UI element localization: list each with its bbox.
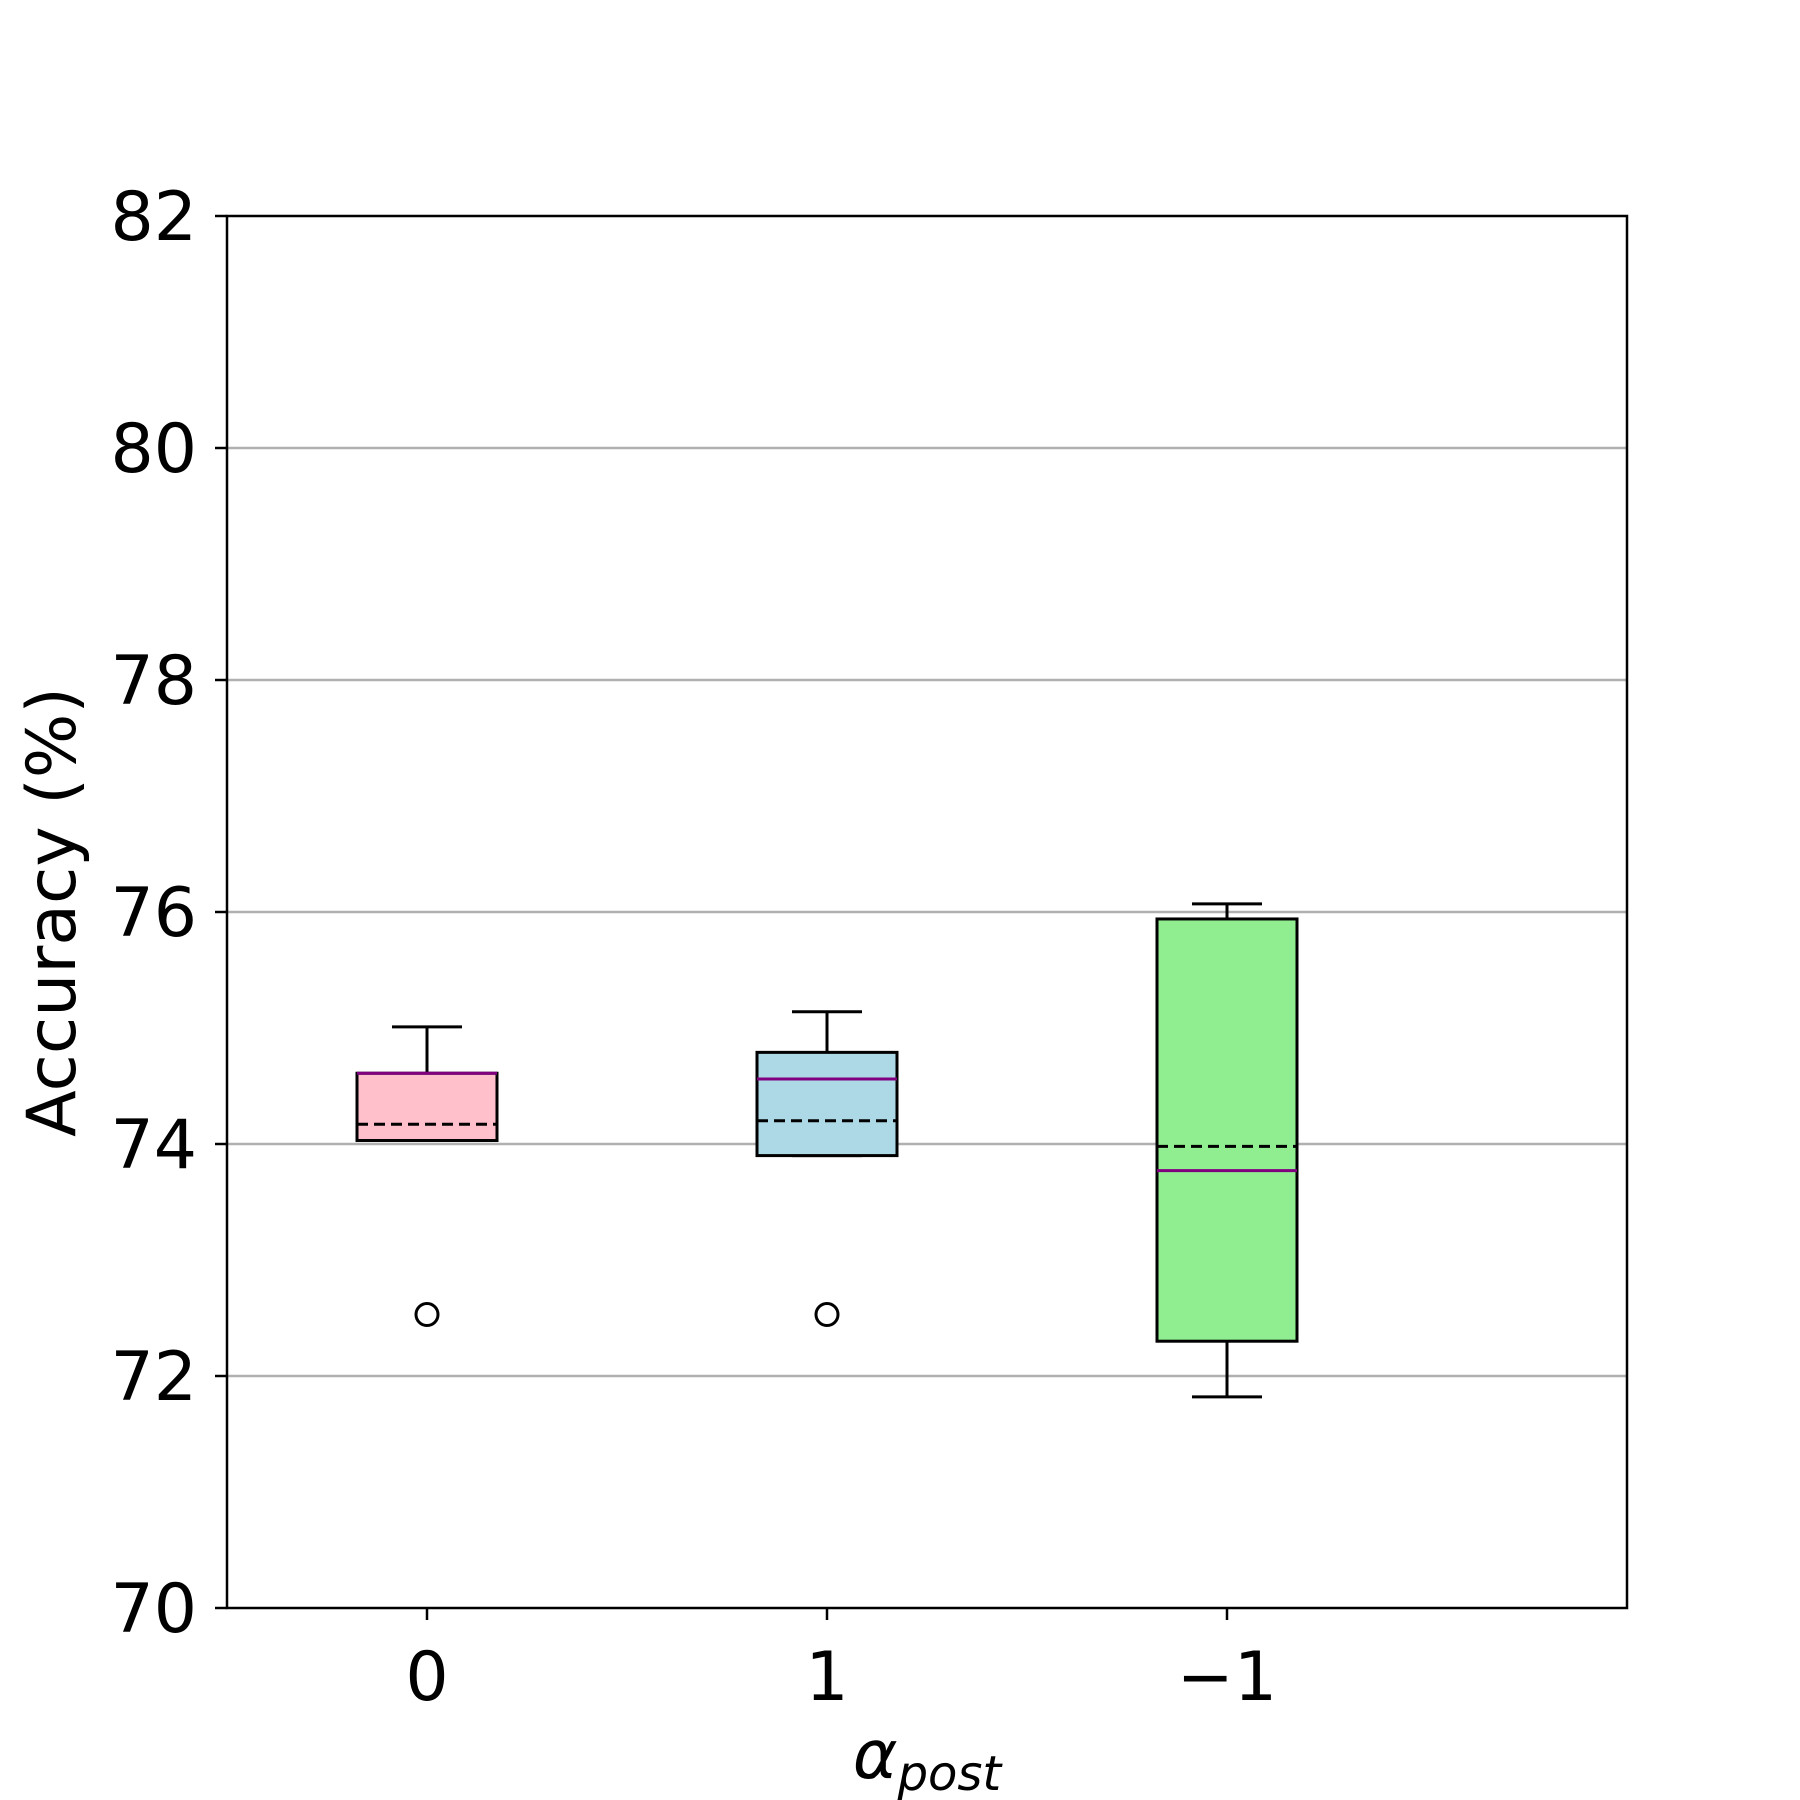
grid-layer (227, 446, 1627, 1378)
y-tick-label: 82 (110, 178, 197, 257)
x-tick-label: −1 (1177, 1638, 1277, 1717)
x-axis-title-subscript: post (897, 1746, 1004, 1800)
box-body (755, 1050, 899, 1158)
y-tick-label: 74 (110, 1106, 197, 1185)
y-tick-label: 76 (110, 874, 197, 953)
x-tick-label: 0 (405, 1638, 448, 1717)
box-group (355, 1025, 499, 1328)
x-tick-label: 1 (805, 1638, 848, 1717)
x-axis-title-symbol: α (853, 1716, 898, 1795)
y-tick-label: 70 (110, 1570, 197, 1649)
outlier-point (414, 1302, 440, 1328)
tick-layer: 70 72 74 76 78 80 82 0 1 −1 (110, 178, 1277, 1717)
y-tick-label: 78 (110, 642, 197, 721)
y-axis-title: Accuracy (%) (13, 687, 92, 1137)
y-tick-label: 80 (110, 410, 197, 489)
box-group (1155, 902, 1299, 1399)
box-group (755, 1010, 899, 1328)
box-layer (355, 902, 1299, 1399)
outlier-point (814, 1302, 840, 1328)
y-tick-label: 72 (110, 1338, 197, 1417)
box-body (1155, 917, 1299, 1343)
box-body (355, 1071, 499, 1143)
x-axis-title: αpost (853, 1716, 1004, 1800)
